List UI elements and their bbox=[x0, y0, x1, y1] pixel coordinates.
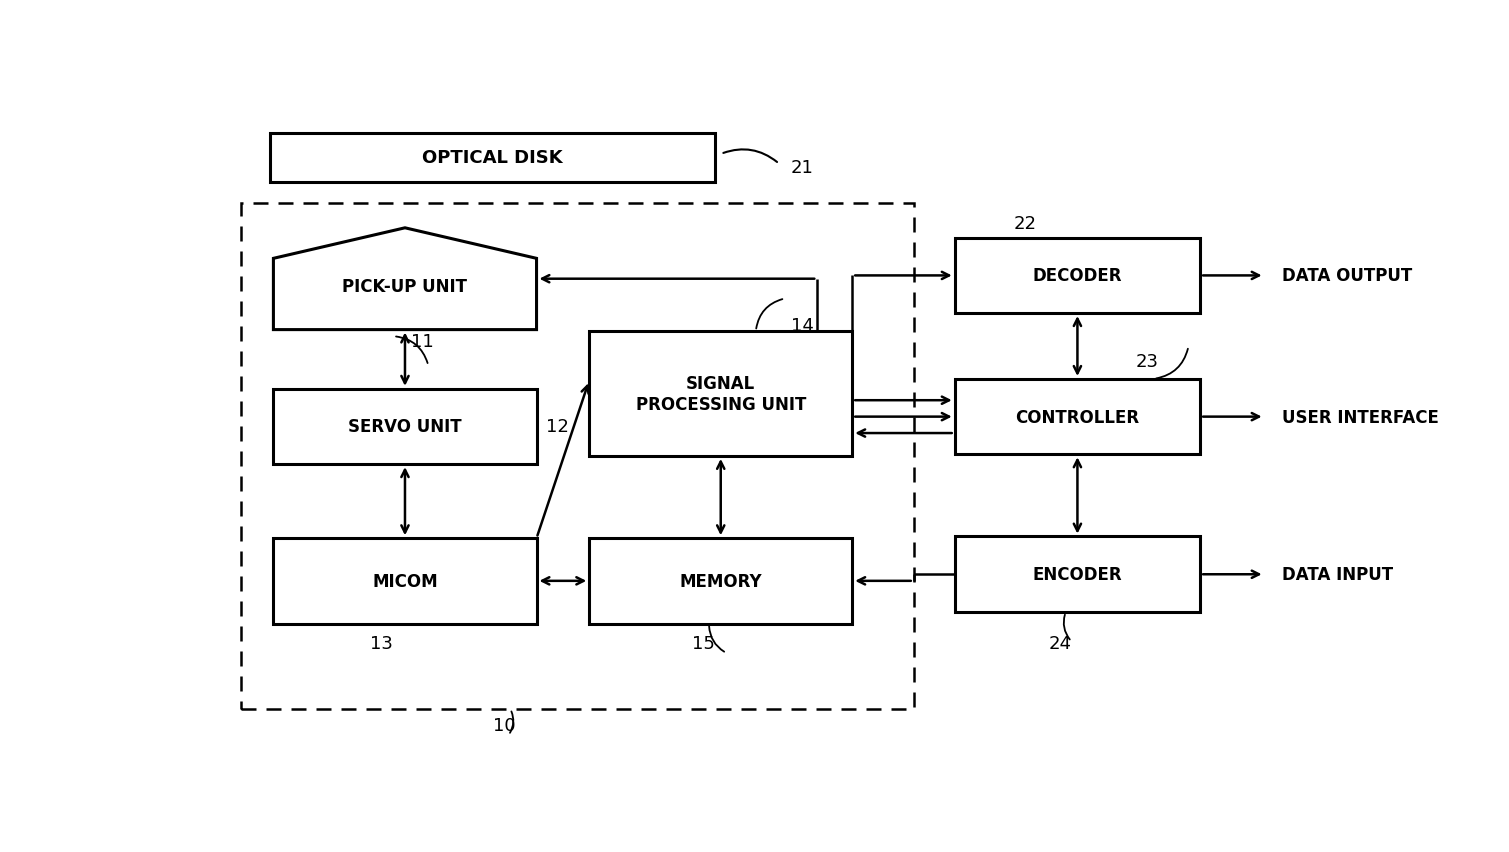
Text: SERVO UNIT: SERVO UNIT bbox=[349, 418, 462, 436]
Text: 21: 21 bbox=[791, 158, 813, 177]
Text: OPTICAL DISK: OPTICAL DISK bbox=[423, 149, 563, 167]
Text: 24: 24 bbox=[1049, 635, 1071, 653]
Text: PICK-UP UNIT: PICK-UP UNIT bbox=[343, 278, 468, 296]
Polygon shape bbox=[273, 228, 537, 331]
Bar bbox=[241, 204, 913, 709]
Text: MEMORY: MEMORY bbox=[679, 573, 762, 590]
Bar bbox=[589, 538, 853, 624]
Text: 12: 12 bbox=[546, 418, 569, 436]
Bar bbox=[955, 537, 1200, 613]
Bar bbox=[270, 134, 715, 182]
Bar bbox=[273, 389, 537, 464]
Text: SIGNAL
PROCESSING UNIT: SIGNAL PROCESSING UNIT bbox=[635, 375, 806, 413]
Bar bbox=[955, 239, 1200, 314]
Text: DATA OUTPUT: DATA OUTPUT bbox=[1283, 267, 1412, 285]
Text: 14: 14 bbox=[791, 316, 813, 334]
Bar bbox=[955, 379, 1200, 455]
Bar bbox=[273, 538, 537, 624]
Text: DATA INPUT: DATA INPUT bbox=[1283, 566, 1393, 584]
Text: ENCODER: ENCODER bbox=[1032, 566, 1123, 584]
Text: 22: 22 bbox=[1014, 215, 1037, 233]
Text: 13: 13 bbox=[370, 635, 392, 653]
Text: CONTROLLER: CONTROLLER bbox=[1016, 408, 1139, 426]
Text: 10: 10 bbox=[493, 717, 516, 734]
Text: 15: 15 bbox=[691, 635, 715, 653]
Text: 11: 11 bbox=[410, 332, 435, 351]
Text: USER INTERFACE: USER INTERFACE bbox=[1283, 408, 1440, 426]
Text: 23: 23 bbox=[1136, 353, 1159, 371]
Text: DECODER: DECODER bbox=[1032, 267, 1123, 285]
Text: MICOM: MICOM bbox=[373, 573, 438, 590]
Bar bbox=[589, 331, 853, 457]
